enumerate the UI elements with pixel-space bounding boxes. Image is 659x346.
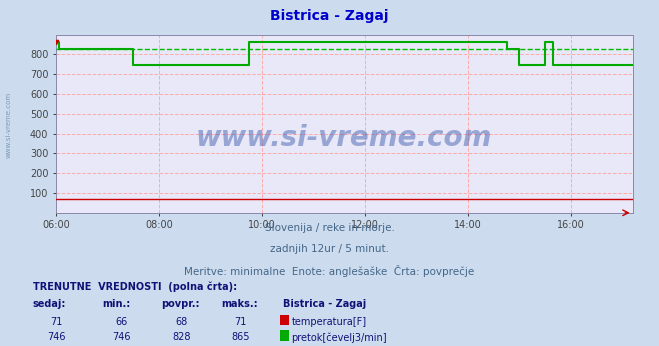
Text: min.:: min.:: [102, 299, 130, 309]
Text: Bistrica - Zagaj: Bistrica - Zagaj: [283, 299, 366, 309]
Text: temperatura[F]: temperatura[F]: [291, 317, 366, 327]
Text: Slovenija / reke in morje.: Slovenija / reke in morje.: [264, 223, 395, 233]
Text: 71: 71: [50, 317, 62, 327]
Text: 68: 68: [175, 317, 187, 327]
Text: maks.:: maks.:: [221, 299, 258, 309]
Text: 865: 865: [231, 332, 250, 342]
Text: povpr.:: povpr.:: [161, 299, 200, 309]
Text: 746: 746: [47, 332, 65, 342]
Text: 66: 66: [116, 317, 128, 327]
Text: Bistrica - Zagaj: Bistrica - Zagaj: [270, 9, 389, 22]
Text: zadnjih 12ur / 5 minut.: zadnjih 12ur / 5 minut.: [270, 244, 389, 254]
Text: TRENUTNE  VREDNOSTI  (polna črta):: TRENUTNE VREDNOSTI (polna črta):: [33, 282, 237, 292]
Text: www.si-vreme.com: www.si-vreme.com: [196, 124, 492, 152]
Text: 71: 71: [235, 317, 246, 327]
Text: 828: 828: [172, 332, 190, 342]
Text: 746: 746: [113, 332, 131, 342]
Text: Meritve: minimalne  Enote: anglešaške  Črta: povprečje: Meritve: minimalne Enote: anglešaške Črt…: [185, 265, 474, 277]
Text: www.si-vreme.com: www.si-vreme.com: [5, 91, 12, 158]
Text: pretok[čevelj3/min]: pretok[čevelj3/min]: [291, 332, 387, 343]
Text: sedaj:: sedaj:: [33, 299, 67, 309]
